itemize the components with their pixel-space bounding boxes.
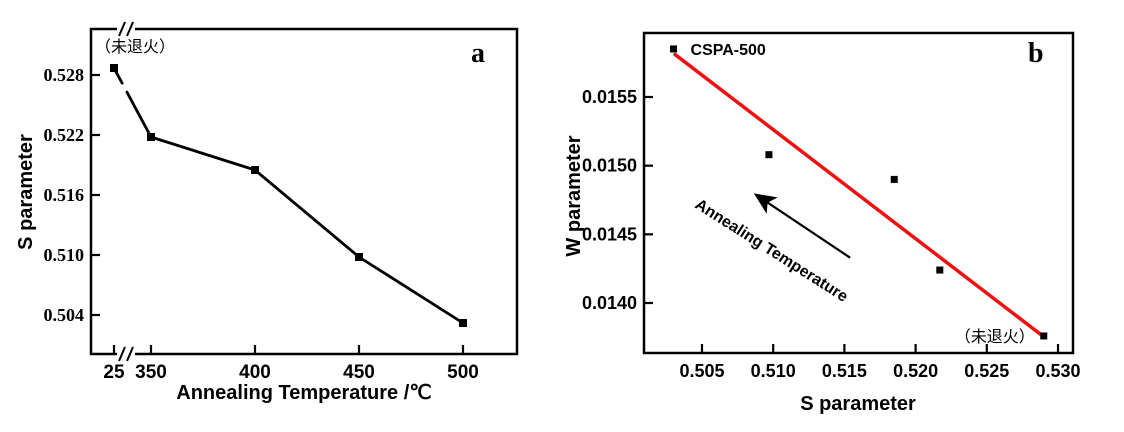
panel-a-data-point-marker (355, 253, 363, 261)
panel-b-letter: b (1028, 38, 1044, 69)
panel-a-x-axis-title: Annealing Temperature /℃ (176, 382, 431, 404)
panel-b-y-tick-label: 0.0155 (582, 87, 637, 107)
panel-a-axis-break-slash (126, 21, 134, 37)
panel-a-y-tick-label: 0.516 (44, 185, 85, 205)
panel-b-fit-line (673, 52, 1043, 337)
panel-a-letter: a (471, 38, 485, 69)
panel-a-data-point-marker (110, 64, 118, 72)
panel-b-data-points: CSPA-500 （未退火） (670, 42, 1048, 346)
panel-a-plot-box (89, 27, 519, 356)
panel-b-y-tick-label: 0.0140 (582, 293, 637, 313)
panel-a-data-series (110, 64, 467, 327)
panel-b-x-tick-label: 0.520 (893, 361, 938, 381)
panel-b-unannealed-label: （未退火） (955, 328, 1035, 346)
panel-b-y-tick-label: 0.0145 (582, 224, 637, 244)
panel-b-data-point-marker (670, 45, 678, 53)
panel-a-data-point-marker (147, 133, 155, 141)
panel-a-data-point-marker (251, 166, 259, 174)
panel-a-axis-break-slash (118, 21, 126, 37)
panel-b-y-axis-title: W parameter (563, 135, 585, 256)
panel-a-y-tick-label: 0.510 (44, 245, 85, 265)
panel-a-unannealed-annotation: （未退火） (95, 38, 175, 56)
panel-a-y-tick-label: 0.522 (44, 125, 85, 145)
panel-b-arrow-annotation: Annealing Temperature (692, 196, 851, 306)
panel-a-data-line (149, 135, 465, 325)
panel-b-plot-box (642, 31, 1075, 355)
panel-b-x-axis-title: S parameter (800, 393, 916, 415)
panel-a-data-point-marker (459, 319, 467, 327)
panel-b-x-tick-label: 0.515 (822, 361, 867, 381)
panel-b: 0.0155 0.0150 0.0145 0.0140 0.505 0.510 0.515 0… (563, 31, 1081, 415)
panel-a-axis-break-slash (118, 346, 126, 362)
panel-b-annealing-arrow (753, 193, 851, 259)
panel-b-cspa500-label: CSPA-500 (691, 42, 766, 59)
panel-a-y-axis-title: S parameter (15, 134, 37, 250)
panel-a-ticks: 0.528 0.522 0.516 0.510 0.504 25 350 400 450 500 (44, 65, 479, 383)
panel-b-data-point-marker (936, 266, 944, 274)
panel-a-x-tick-label: 25 (103, 362, 125, 383)
panel-b-data-point-marker (765, 151, 773, 159)
panel-b-x-tick-label: 0.530 (1035, 361, 1080, 381)
panel-b-ticks: 0.0155 0.0150 0.0145 0.0140 0.505 0.510 0.515 0… (582, 87, 1081, 381)
panel-a-axis-break-slash (126, 346, 134, 362)
panel-b-data-point-marker (1040, 332, 1048, 340)
panel-a-x-tick-label: 500 (447, 362, 479, 383)
panel-a-x-tick-label: 450 (343, 362, 375, 383)
panel-a-y-tick-label: 0.504 (44, 305, 85, 325)
panel-b-y-tick-label: 0.0150 (582, 156, 637, 176)
panel-b-x-tick-label: 0.505 (679, 361, 724, 381)
panel-a-broken-line-segment (125, 90, 152, 138)
panel-b-x-tick-label: 0.510 (751, 361, 796, 381)
panel-a-axis-break-marks (117, 21, 135, 362)
panel-a-x-tick-label: 400 (239, 362, 271, 383)
panel-a-x-tick-label: 350 (135, 362, 167, 383)
panel-b-x-tick-label: 0.525 (964, 361, 1009, 381)
panel-a-y-tick-label: 0.528 (44, 65, 85, 85)
panel-b-data-point-marker (890, 175, 898, 183)
